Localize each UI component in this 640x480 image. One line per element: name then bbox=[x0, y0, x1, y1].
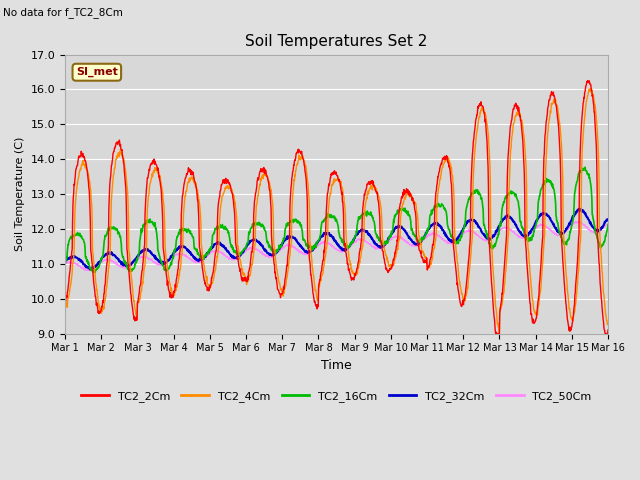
Y-axis label: Soil Temperature (C): Soil Temperature (C) bbox=[15, 137, 25, 251]
TC2_16Cm bbox=[61, 260, 69, 266]
TC2_32Cm bbox=[86, 267, 94, 273]
TC2_2Cm bbox=[421, 260, 429, 265]
Title: Soil Temperatures Set 2: Soil Temperatures Set 2 bbox=[245, 34, 428, 49]
TC2_2Cm bbox=[492, 330, 499, 336]
TC2_32Cm bbox=[492, 228, 500, 234]
Line: TC2_32Cm: TC2_32Cm bbox=[65, 209, 608, 270]
TC2_4Cm bbox=[492, 304, 499, 310]
TC2_4Cm bbox=[495, 331, 503, 336]
TC2_32Cm bbox=[604, 217, 612, 223]
Line: TC2_50Cm: TC2_50Cm bbox=[65, 222, 608, 271]
TC2_2Cm bbox=[604, 327, 612, 333]
TC2_4Cm bbox=[243, 282, 250, 288]
TC2_16Cm bbox=[604, 222, 612, 228]
TC2_50Cm bbox=[243, 247, 251, 252]
TC2_4Cm bbox=[604, 322, 612, 327]
TC2_4Cm bbox=[169, 290, 177, 296]
TC2_2Cm bbox=[493, 331, 500, 336]
TC2_2Cm bbox=[584, 78, 591, 84]
Line: TC2_16Cm: TC2_16Cm bbox=[65, 167, 608, 273]
TC2_16Cm bbox=[90, 270, 97, 276]
TC2_32Cm bbox=[182, 246, 190, 252]
TC2_32Cm bbox=[421, 232, 429, 238]
TC2_50Cm bbox=[540, 223, 548, 228]
TC2_16Cm bbox=[421, 233, 429, 239]
Text: SI_met: SI_met bbox=[76, 67, 118, 77]
TC2_4Cm bbox=[182, 189, 189, 195]
TC2_2Cm bbox=[61, 300, 69, 305]
TC2_16Cm bbox=[169, 254, 177, 260]
TC2_16Cm bbox=[581, 164, 589, 170]
TC2_16Cm bbox=[540, 180, 548, 186]
TC2_50Cm bbox=[421, 235, 429, 240]
Line: TC2_2Cm: TC2_2Cm bbox=[65, 81, 608, 334]
Text: No data for f_TC2_8Cm: No data for f_TC2_8Cm bbox=[3, 7, 123, 18]
TC2_4Cm bbox=[588, 85, 595, 91]
TC2_2Cm bbox=[540, 154, 548, 160]
TC2_2Cm bbox=[243, 277, 250, 283]
TC2_32Cm bbox=[575, 206, 582, 212]
Legend: TC2_2Cm, TC2_4Cm, TC2_16Cm, TC2_32Cm, TC2_50Cm: TC2_2Cm, TC2_4Cm, TC2_16Cm, TC2_32Cm, TC… bbox=[77, 386, 596, 407]
TC2_50Cm bbox=[182, 254, 190, 260]
TC2_32Cm bbox=[243, 243, 251, 249]
TC2_32Cm bbox=[540, 210, 548, 216]
TC2_2Cm bbox=[182, 175, 189, 180]
TC2_16Cm bbox=[182, 226, 190, 232]
TC2_50Cm bbox=[575, 219, 582, 225]
TC2_50Cm bbox=[492, 231, 500, 237]
TC2_50Cm bbox=[85, 268, 93, 274]
Line: TC2_4Cm: TC2_4Cm bbox=[65, 88, 608, 334]
TC2_4Cm bbox=[421, 253, 429, 259]
TC2_2Cm bbox=[169, 293, 177, 299]
TC2_16Cm bbox=[243, 240, 251, 246]
TC2_16Cm bbox=[492, 240, 500, 246]
TC2_32Cm bbox=[61, 257, 69, 263]
TC2_50Cm bbox=[61, 259, 69, 265]
TC2_4Cm bbox=[540, 241, 548, 247]
TC2_50Cm bbox=[169, 254, 177, 260]
TC2_50Cm bbox=[604, 222, 612, 228]
X-axis label: Time: Time bbox=[321, 359, 352, 372]
TC2_4Cm bbox=[61, 303, 69, 309]
TC2_32Cm bbox=[169, 252, 177, 257]
